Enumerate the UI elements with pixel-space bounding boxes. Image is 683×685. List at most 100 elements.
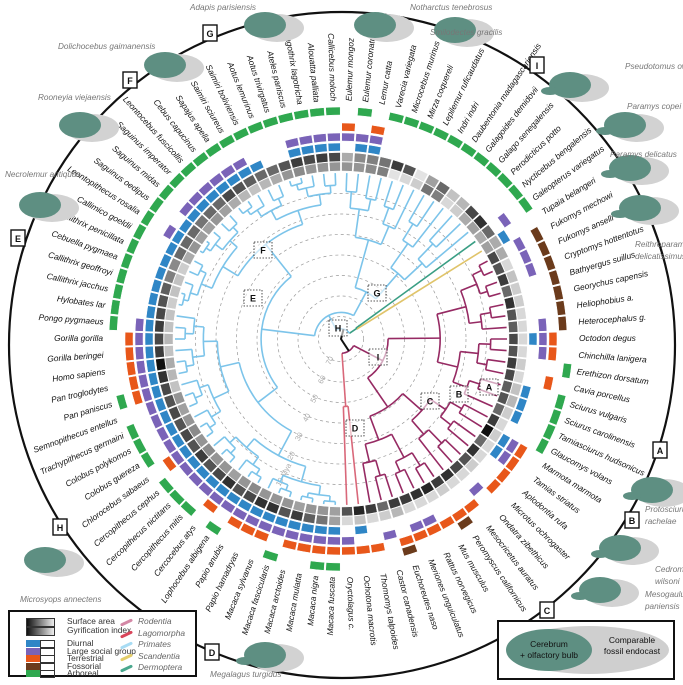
diurnal-cell — [195, 198, 211, 214]
social-group-cell — [270, 524, 287, 538]
branch — [300, 495, 303, 501]
branch — [418, 437, 444, 471]
branch — [193, 325, 204, 328]
surface-area-cell — [163, 333, 174, 345]
surface-area-cell — [181, 412, 196, 428]
surface-area-cell — [258, 487, 273, 501]
fossil-name: paniensis — [644, 602, 680, 611]
gyrification-cell — [194, 214, 210, 230]
species-label: Eulemur mongoz — [344, 37, 356, 101]
gyrification-cell — [157, 370, 169, 384]
diurnal-cell — [367, 144, 382, 156]
terrestrial-cell — [485, 478, 502, 495]
branch — [221, 223, 230, 232]
fossil-name: Paramys copei — [627, 102, 681, 111]
branch — [384, 473, 394, 498]
branch — [213, 231, 221, 239]
branch — [277, 430, 293, 456]
branch — [178, 370, 188, 375]
diurnal-cell — [186, 208, 202, 224]
branch — [491, 315, 506, 319]
fossorial-cell — [557, 315, 568, 331]
cerebrum-shape — [549, 72, 591, 98]
surface-area-cell — [473, 230, 488, 245]
diurnal-cell — [274, 515, 289, 528]
fossil-brain-5 — [601, 155, 669, 185]
fossil-node-label-H: H — [57, 523, 64, 533]
surface-area-cell — [329, 506, 341, 517]
node-box-F — [253, 241, 273, 259]
branch — [199, 269, 207, 274]
branch-arc — [447, 420, 455, 430]
gyrification-cell — [253, 168, 269, 183]
branch — [229, 436, 237, 444]
branch — [194, 409, 208, 418]
social-group-cell — [232, 157, 248, 172]
branch — [463, 403, 488, 418]
diurnal-cell — [144, 332, 154, 346]
terrestrial-cell — [239, 522, 257, 537]
branch — [436, 305, 467, 315]
branch — [345, 173, 348, 192]
branch — [278, 487, 282, 494]
branch — [285, 484, 289, 491]
branch — [411, 452, 421, 467]
gyrification-gradient — [26, 627, 55, 636]
endocast-legend: Cerebrum + olfactory bulb Comparable fos… — [497, 620, 675, 680]
social-group-cell — [312, 133, 327, 144]
gyrification-cell — [472, 448, 488, 464]
surface-area-cell — [172, 391, 186, 406]
surface-area-cell — [218, 459, 233, 475]
fossil-name: Notharctus tenebrosus — [410, 3, 492, 12]
arboreal-cell — [132, 223, 147, 241]
branch — [222, 265, 239, 277]
gyrification-cell — [155, 306, 167, 321]
surface-area-cell — [237, 188, 252, 204]
gyrification-cell — [455, 196, 471, 212]
surface-area-cell — [316, 162, 329, 173]
branch — [267, 189, 275, 202]
terrestrial-cell — [370, 542, 386, 554]
cerebrum-shape — [609, 155, 651, 181]
gyrification-cell — [366, 154, 380, 166]
social-group-cell — [208, 172, 225, 188]
branch — [194, 394, 203, 399]
social-group-cell — [327, 536, 341, 546]
arboreal-cell — [309, 107, 325, 118]
surface-area-cell — [506, 356, 518, 370]
diurnal-cell — [225, 491, 242, 506]
branch-arc — [458, 404, 465, 414]
gyrification-cell — [194, 448, 210, 464]
gyrification-cell — [505, 269, 519, 284]
social-group-cell — [135, 360, 147, 375]
branch — [229, 215, 238, 225]
surface-area-cell — [420, 182, 435, 197]
surface-area-cell — [227, 467, 243, 483]
surface-area-cell — [430, 188, 445, 204]
branch-arc — [324, 184, 336, 187]
social-group-cell — [284, 137, 300, 149]
legend-swatch-a — [26, 670, 40, 678]
arboreal-cell — [418, 120, 435, 135]
gyrification-cell — [155, 357, 167, 372]
branch — [349, 328, 357, 334]
branch-arc — [207, 384, 222, 412]
branch-arc — [308, 492, 331, 497]
species-label: Macaca mulatta — [284, 572, 304, 632]
branch — [485, 281, 498, 288]
branch — [257, 386, 278, 404]
diurnal-cell — [515, 397, 528, 413]
arboreal-cell — [388, 111, 405, 124]
diurnal-cell — [528, 332, 538, 346]
legend-swatch-f — [26, 662, 40, 670]
time-tick-label: 30 — [293, 431, 305, 443]
gyrification-cell — [353, 514, 367, 526]
diurnal-cell — [195, 464, 211, 480]
fossil-name: Dolichocebus gaimanensis — [58, 42, 155, 51]
cerebrum-shape — [619, 195, 661, 221]
branch — [367, 377, 389, 408]
social-group-cell — [538, 332, 548, 346]
gyrification-cell — [488, 234, 503, 251]
arboreal-cell — [277, 111, 294, 124]
branch — [364, 443, 371, 463]
